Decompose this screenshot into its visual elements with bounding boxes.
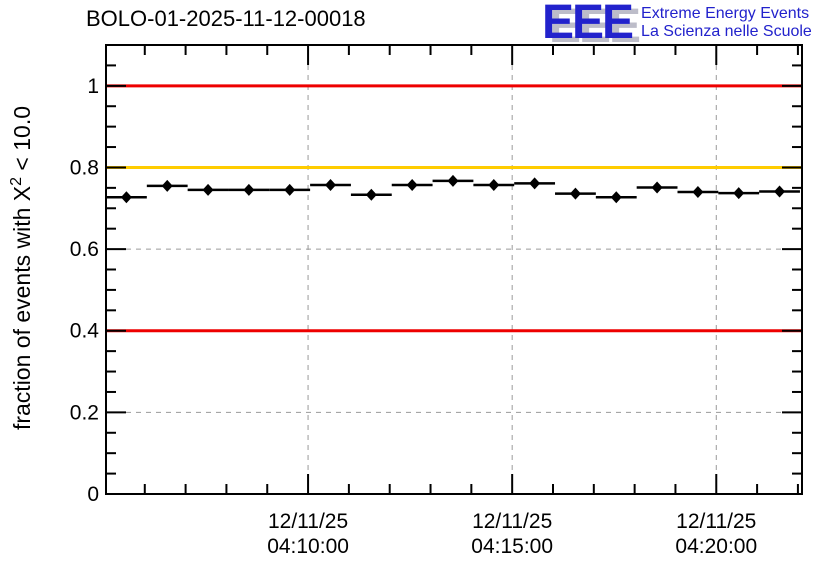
plot-frame (105, 44, 803, 495)
data-point (610, 191, 622, 204)
x-tick-label-date: 12/11/25 (676, 510, 756, 533)
y-axis-label: fraction of events with X2 < 10.0 (8, 106, 35, 430)
y-tick-label: 0.2 (70, 401, 99, 424)
data-point (692, 185, 704, 198)
data-point (733, 187, 745, 200)
y-tick-label: 0 (87, 483, 99, 506)
x-tick-label-time: 04:15:00 (471, 535, 553, 558)
y-tick-label: 0.6 (70, 238, 99, 261)
data-point (774, 185, 786, 198)
eee-logo-tagline-line1: Extreme Energy Events (641, 5, 810, 22)
eee-logo-tagline-line2: La Scienza nelle Scuole (641, 23, 812, 40)
data-point (488, 179, 500, 192)
eee-logo: EEE Extreme Energy Events La Scienza nel… (542, 0, 812, 49)
x-tick-label-date: 12/11/25 (268, 510, 348, 533)
data-point (447, 174, 459, 187)
data-point (120, 191, 132, 204)
eee-logo-tagline: Extreme Energy Events La Scienza nelle S… (641, 5, 812, 41)
eee-logo-acronym: EEE (542, 0, 634, 49)
data-point (529, 177, 541, 190)
y-tick-label: 0.8 (70, 156, 99, 179)
x-tick-label-time: 04:20:00 (675, 535, 757, 558)
data-point (161, 179, 173, 192)
data-point (284, 183, 296, 196)
data-point (569, 187, 581, 200)
data-point (365, 188, 377, 201)
y-tick-label: 0.4 (70, 320, 100, 343)
data-point (202, 183, 214, 196)
data-point (651, 181, 663, 194)
x-tick-label-time: 04:10:00 (267, 535, 349, 558)
x-tick-label-date: 12/11/25 (472, 510, 552, 533)
data-point (243, 183, 255, 196)
data-point (325, 179, 337, 192)
plot-title: BOLO-01-2025-11-12-00018 (86, 6, 366, 31)
data-point (406, 179, 418, 192)
y-tick-label: 1 (87, 75, 99, 98)
